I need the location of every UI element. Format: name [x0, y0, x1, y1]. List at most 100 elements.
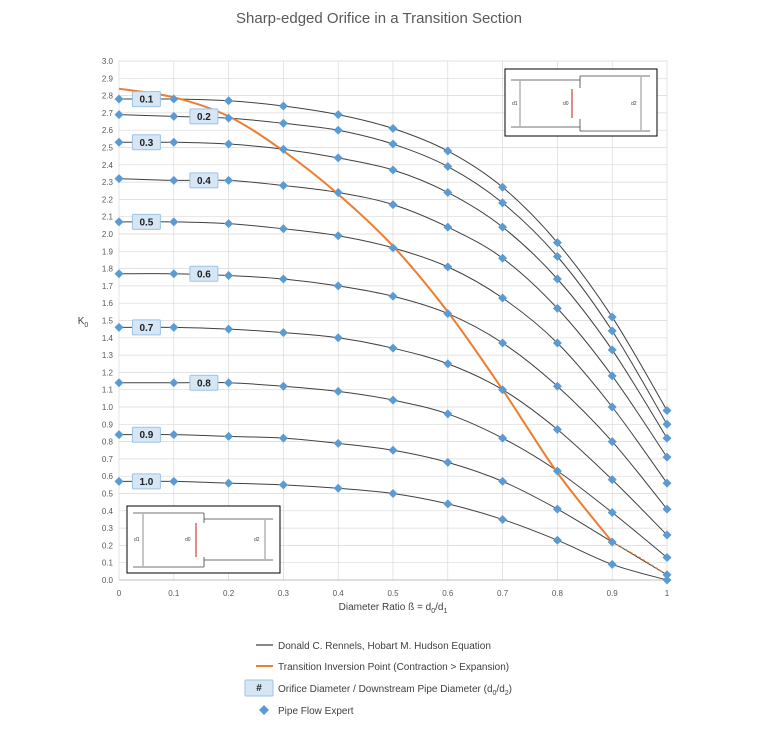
curve-badge-label: 0.7: [139, 323, 153, 334]
data-point: [662, 553, 672, 563]
y-tick-label: 3.0: [102, 57, 114, 66]
data-point: [114, 174, 124, 184]
data-point: [662, 530, 672, 540]
x-tick-label: 1: [665, 589, 670, 598]
data-point: [333, 187, 343, 197]
data-point: [224, 378, 234, 388]
data-point: [224, 96, 234, 106]
data-point: [552, 535, 562, 545]
curve-badge-label: 1.0: [139, 477, 153, 488]
data-point: [388, 165, 398, 175]
data-point: [278, 101, 288, 111]
data-point: [388, 139, 398, 149]
y-tick-label: 2.4: [102, 161, 114, 170]
chart-title: Sharp-edged Orifice in a Transition Sect…: [236, 10, 522, 27]
data-point: [662, 433, 672, 443]
y-tick-label: 2.9: [102, 74, 114, 83]
curve-badge: [131, 473, 161, 490]
data-point: [333, 386, 343, 396]
inset-label-d0: d0: [185, 537, 191, 543]
curve-badge: [131, 91, 161, 108]
data-point: [607, 508, 617, 518]
data-point: [388, 445, 398, 455]
y-tick-label: 1.2: [102, 368, 114, 377]
data-point: [443, 457, 453, 467]
data-point: [552, 251, 562, 261]
data-point: [114, 322, 124, 332]
data-point: [169, 430, 179, 440]
series-line: [118, 141, 668, 439]
data-point: [607, 559, 617, 569]
y-tick-label: 2.1: [102, 213, 114, 222]
curve-badge: [189, 374, 219, 391]
curve-badge: [189, 265, 219, 282]
inset-label-d0: d0: [563, 101, 569, 107]
data-point: [498, 198, 508, 208]
data-point: [169, 476, 179, 486]
data-point: [169, 217, 179, 227]
data-point: [552, 274, 562, 284]
y-tick-label: 1.8: [102, 265, 114, 274]
data-point: [388, 243, 398, 253]
curve-badge: [131, 319, 161, 336]
data-point: [224, 175, 234, 185]
curve-badge-label: 0.3: [139, 138, 153, 149]
data-point: [662, 570, 672, 580]
data-point: [224, 271, 234, 281]
x-tick-labels: 0 0.1 0.2 0.3 0.4 0.5 0.6 0.7 0.8 0.9 1: [117, 589, 670, 598]
curve-badge-label: 0.8: [197, 378, 211, 389]
series-line: [118, 221, 668, 484]
data-point: [662, 478, 672, 488]
data-point: [498, 385, 508, 395]
data-point: [224, 219, 234, 229]
data-point: [443, 359, 453, 369]
y-tick-label: 0.5: [102, 490, 114, 499]
data-point: [662, 504, 672, 514]
data-point: [114, 430, 124, 440]
data-point: [388, 395, 398, 405]
data-point: [224, 113, 234, 123]
curve-badge-label: 0.4: [197, 176, 211, 187]
data-point: [333, 110, 343, 120]
legend-label-marker: Pipe Flow Expert: [278, 706, 354, 717]
y-axis-label: K0: [78, 316, 89, 329]
data-point: [278, 381, 288, 391]
legend: Donald C. Rennels, Hobart M. Hudson Equa…: [244, 641, 512, 717]
series-line: [118, 98, 668, 411]
data-point: [224, 431, 234, 441]
legend-swatch-marker: [259, 705, 269, 715]
curve-badge-label: 0.2: [197, 112, 211, 123]
data-point: [498, 182, 508, 192]
data-point: [607, 345, 617, 355]
x-axis-label: Diameter Ratio ß = d0/d1: [339, 602, 448, 615]
y-tick-label: 2.7: [102, 109, 114, 118]
data-point: [114, 217, 124, 227]
data-point: [498, 222, 508, 232]
data-point: [552, 504, 562, 514]
y-tick-label: 0.7: [102, 455, 114, 464]
curve-badge: [131, 426, 161, 443]
data-point: [169, 137, 179, 147]
data-point: [662, 405, 672, 415]
data-point: [552, 303, 562, 313]
data-point: [114, 94, 124, 104]
y-tick-label: 2.3: [102, 178, 114, 187]
curve-badge: [131, 134, 161, 151]
data-point: [224, 478, 234, 488]
data-point: [278, 480, 288, 490]
data-point: [552, 424, 562, 434]
data-point: [443, 222, 453, 232]
data-point: [169, 322, 179, 332]
data-point: [278, 181, 288, 191]
data-point: [498, 433, 508, 443]
data-point: [114, 137, 124, 147]
data-point: [169, 175, 179, 185]
data-point: [498, 293, 508, 303]
inset-label-d2: d2: [631, 101, 637, 107]
y-tick-label: 1.9: [102, 247, 114, 256]
y-tick-label: 0.2: [102, 541, 114, 550]
data-point: [333, 125, 343, 135]
data-point: [169, 94, 179, 104]
data-point: [443, 262, 453, 272]
y-tick-label: 2.5: [102, 144, 114, 153]
